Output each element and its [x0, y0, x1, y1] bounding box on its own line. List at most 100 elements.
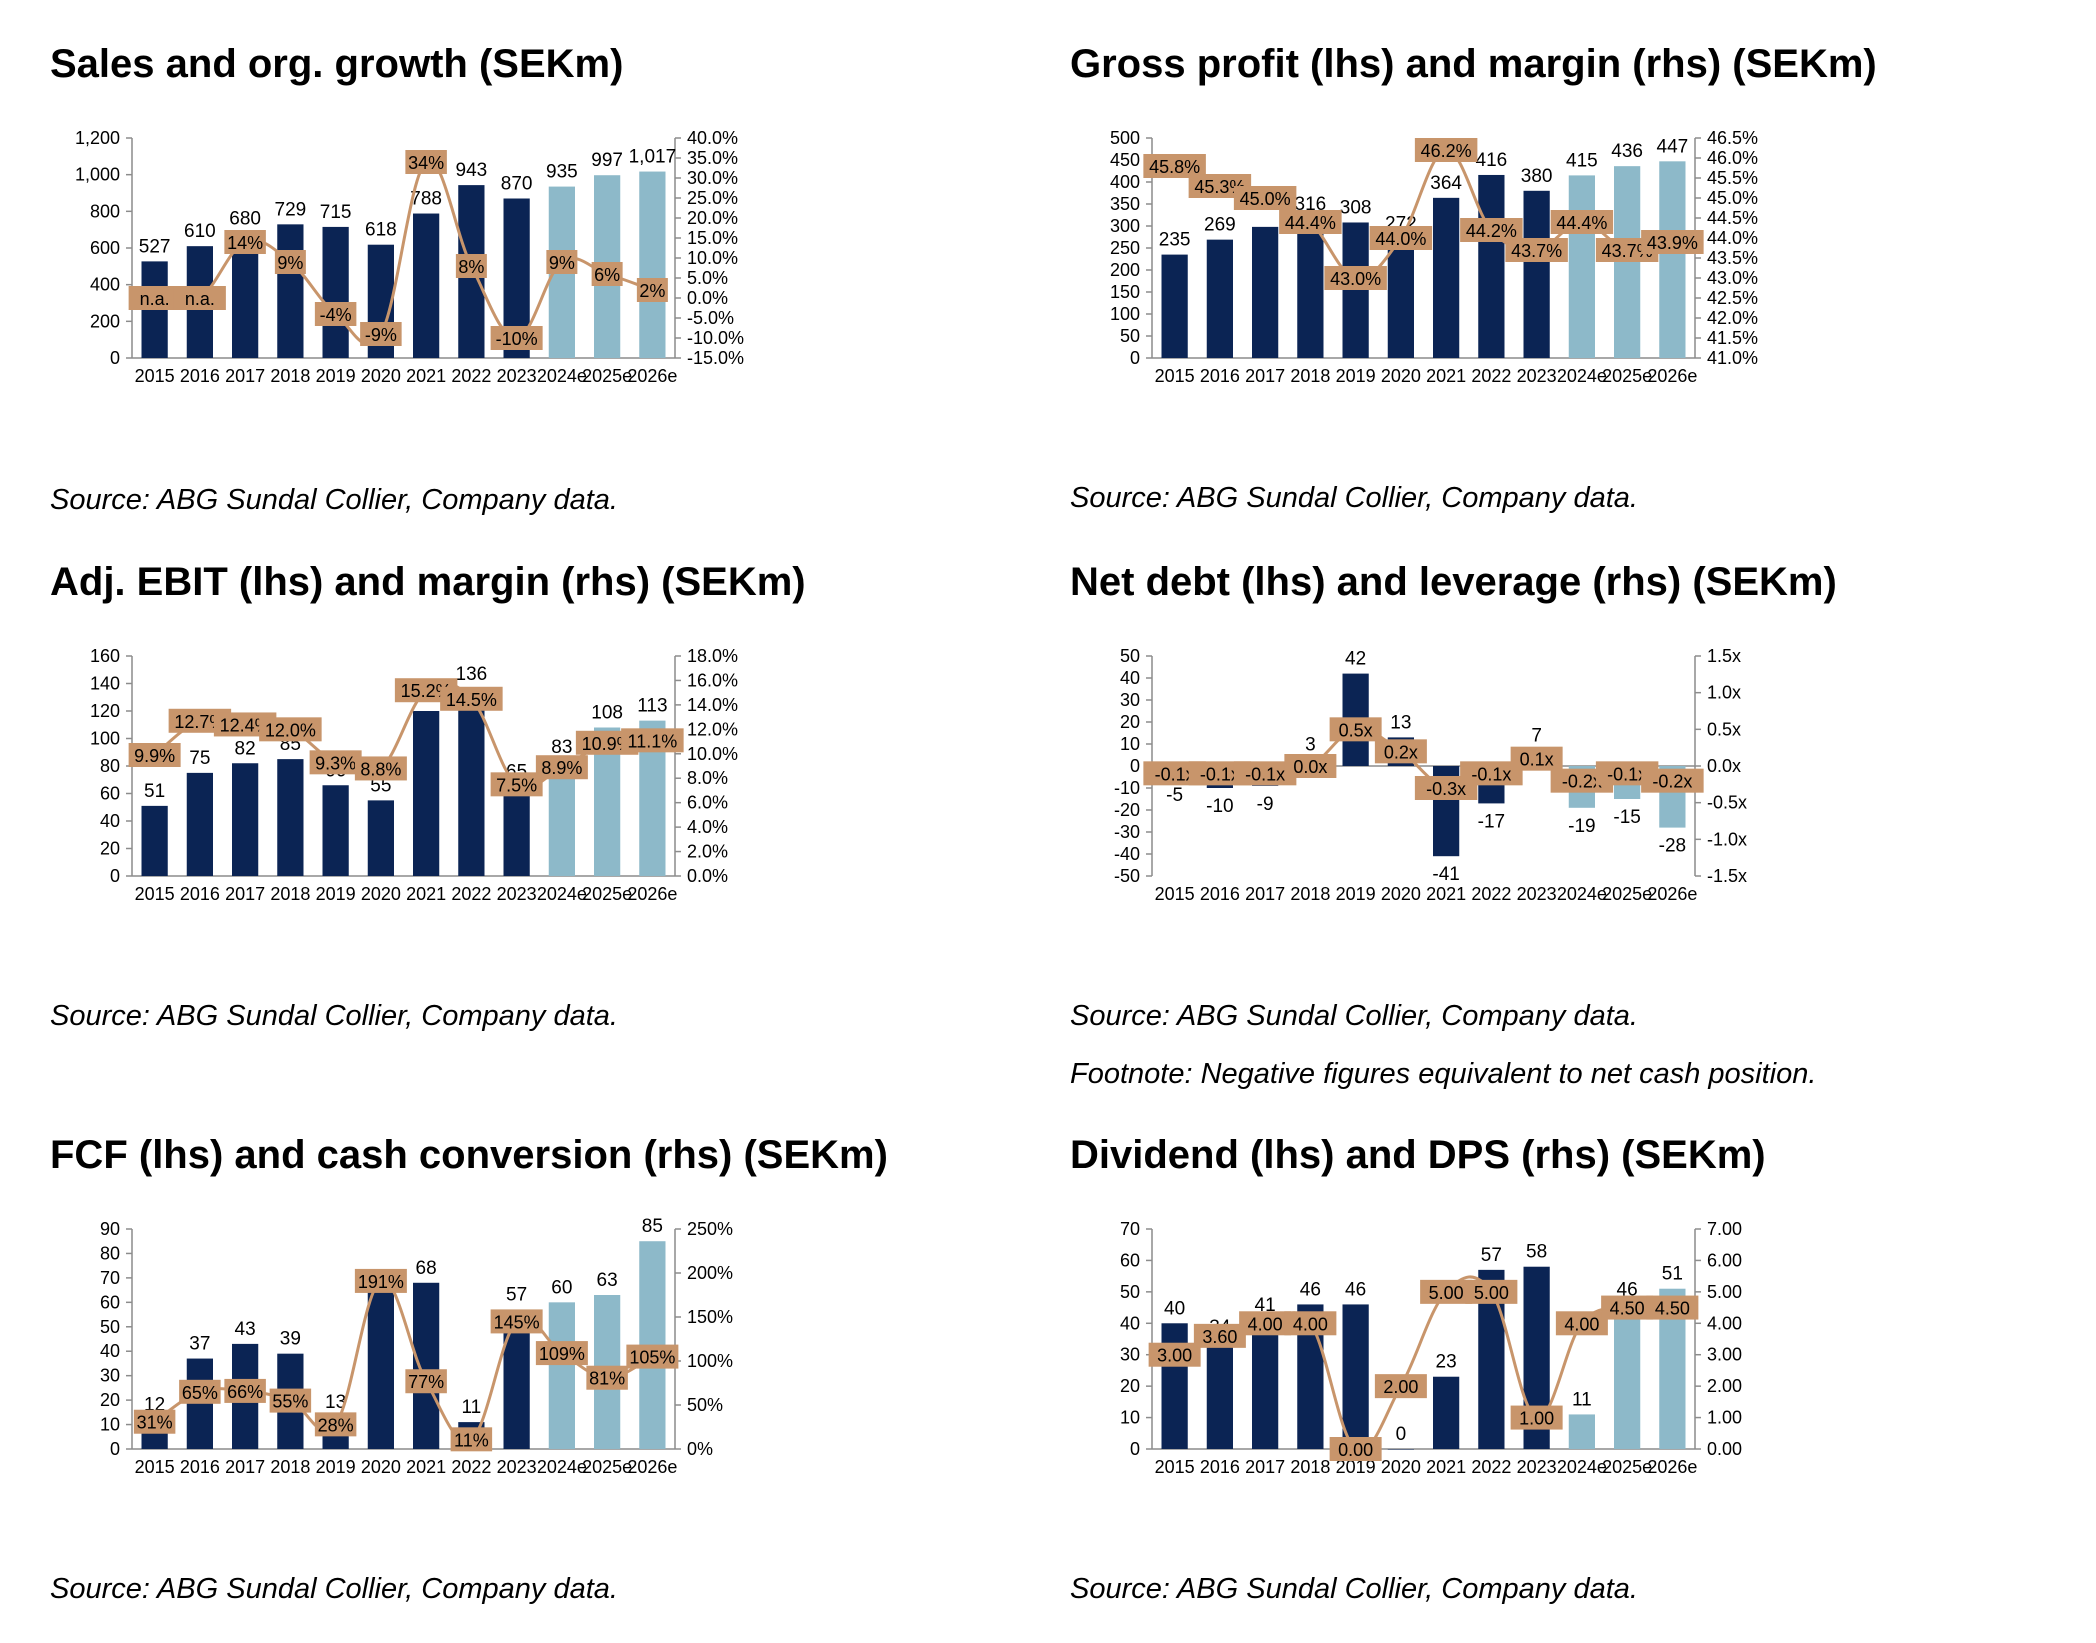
- left-tick-label: 40: [100, 811, 120, 831]
- line-value-label: 12.0%: [265, 720, 316, 740]
- category-label: 2021: [406, 884, 446, 904]
- category-label: 2025e: [582, 1457, 632, 1477]
- bar-value-label: 11: [1572, 1389, 1592, 1410]
- category-label: 2024e: [537, 884, 587, 904]
- bar-value-label: -10: [1206, 796, 1233, 817]
- bar-value-label: 41: [1255, 1295, 1276, 1316]
- right-tick-label: 42.5%: [1707, 288, 1758, 308]
- category-label: 2015: [1155, 1457, 1195, 1477]
- bar-value-label: -9: [1257, 794, 1274, 815]
- line-value-label: -9%: [365, 325, 397, 345]
- line-value-box: [179, 1379, 221, 1404]
- left-tick-label: 70: [100, 1268, 120, 1288]
- category-label: 2020: [1381, 366, 1421, 386]
- line-value-box: [1641, 230, 1704, 254]
- bar-2015: [1161, 1323, 1188, 1449]
- category-label: 2026e: [1647, 366, 1697, 386]
- left-tick-label: 800: [90, 201, 120, 221]
- left-tick-label: 0: [110, 866, 120, 886]
- line-value-box: [1555, 1311, 1608, 1336]
- bar-value-label: 42: [1345, 649, 1366, 670]
- bar-value-label: 43: [235, 1319, 256, 1340]
- line-value-label: 43.0%: [1330, 269, 1381, 289]
- bar-2020: [367, 1290, 394, 1449]
- line-value-box: [1233, 186, 1297, 210]
- bar-value-label: 1,017: [629, 147, 677, 168]
- category-label: 2024e: [1557, 884, 1607, 904]
- category-label: 2023: [1517, 1457, 1557, 1477]
- line-value-box: [259, 717, 322, 742]
- left-tick-label: 70: [1120, 1219, 1140, 1239]
- left-tick-label: 40: [1120, 1313, 1140, 1333]
- bar-value-label: 11: [462, 1397, 482, 1418]
- category-label: 2021: [406, 366, 446, 386]
- right-tick-label: 50%: [687, 1395, 723, 1415]
- bar-value-label: 46: [1300, 1279, 1321, 1300]
- line-value-label: 11%: [454, 1430, 489, 1450]
- line-value-box: [405, 1369, 447, 1394]
- category-label: 2026e: [627, 366, 677, 386]
- line-value-box: [128, 743, 181, 767]
- bar-value-label: 55: [370, 775, 391, 796]
- bar-value-label: 870: [501, 174, 533, 195]
- bar-value-label: 235: [1159, 230, 1191, 251]
- line-value-box: [1329, 717, 1382, 742]
- right-tick-label: 44.5%: [1707, 208, 1758, 228]
- bar-2024e: [548, 761, 575, 876]
- left-tick-label: 30: [1120, 1345, 1140, 1365]
- line-value-label: 9%: [277, 253, 303, 273]
- line-value-box: [1641, 768, 1704, 793]
- category-label: 2016: [180, 366, 220, 386]
- line-value-label: -0.1x: [1607, 764, 1647, 784]
- line-value-label: 8.8%: [360, 759, 401, 779]
- chart-dividend: 0 10 20 30 40 50 60 70 0.00 1.00 2.00 3.00 4.00 5.00 6…: [1120, 1219, 1742, 1477]
- category-label: 2016: [180, 884, 220, 904]
- category-label: 2019: [316, 884, 356, 904]
- line-value-box: [1510, 746, 1563, 771]
- left-tick-label: -50: [1114, 866, 1140, 886]
- category-label: 2025e: [1602, 1457, 1652, 1477]
- line-value-box: [450, 1427, 493, 1452]
- bar-2023: [503, 786, 530, 876]
- bar-2017: [232, 763, 259, 876]
- line-value-label: 0.5x: [1339, 720, 1373, 740]
- bar-value-label: 136: [456, 664, 488, 685]
- bar-value-label: 113: [637, 696, 667, 717]
- line-value-label: 145%: [494, 1312, 540, 1332]
- right-tick-label: 46.5%: [1707, 128, 1758, 148]
- right-tick-label: 200%: [687, 1263, 733, 1283]
- left-tick-label: 300: [1110, 216, 1140, 236]
- line-value-label: 45.8%: [1149, 157, 1200, 177]
- bar-value-label: 57: [1481, 1245, 1502, 1266]
- right-tick-label: 43.5%: [1707, 248, 1758, 268]
- bar-value-label: 23: [1436, 1352, 1457, 1373]
- category-label: 2024e: [537, 366, 587, 386]
- category-label: 2015: [135, 884, 175, 904]
- line-value-label: 2%: [639, 281, 665, 301]
- line-value-label: 46.2%: [1421, 141, 1472, 161]
- bar-value-label: 51: [1662, 1264, 1683, 1285]
- line-value-label: 0.2x: [1384, 742, 1418, 762]
- line-value-label: 12.4%: [220, 715, 271, 735]
- category-label: 2015: [1155, 884, 1195, 904]
- line-value-label: 9.9%: [134, 746, 175, 766]
- category-label: 2018: [270, 1457, 310, 1477]
- right-tick-label: 1.5x: [1707, 646, 1741, 666]
- bar-value-label: 316: [1295, 194, 1327, 215]
- right-tick-label: -0.5x: [1707, 793, 1747, 813]
- bar-value-label: 436: [1611, 141, 1643, 162]
- left-tick-label: 400: [1110, 172, 1140, 192]
- bar-2018: [277, 759, 304, 876]
- line-value-box: [133, 1409, 176, 1434]
- left-tick-label: 80: [100, 756, 120, 776]
- bar-2019: [322, 226, 349, 358]
- right-tick-label: 5.00: [1707, 1282, 1742, 1302]
- bar-2025e: [1614, 1304, 1641, 1449]
- left-tick-label: 90: [100, 1219, 120, 1239]
- line-value-box: [1414, 138, 1478, 162]
- chart-fcf: 0 10 20 30 40 50 60 70 80 90 0% 50% 100% 150% 200% 250%…: [100, 1216, 733, 1477]
- line-value-label: 4.00: [1248, 1314, 1283, 1334]
- right-tick-label: 0.0%: [687, 288, 728, 308]
- chart-source-gross-profit: Source: ABG Sundal Collier, Company data…: [1070, 482, 1638, 514]
- category-label: 2026e: [627, 1457, 677, 1477]
